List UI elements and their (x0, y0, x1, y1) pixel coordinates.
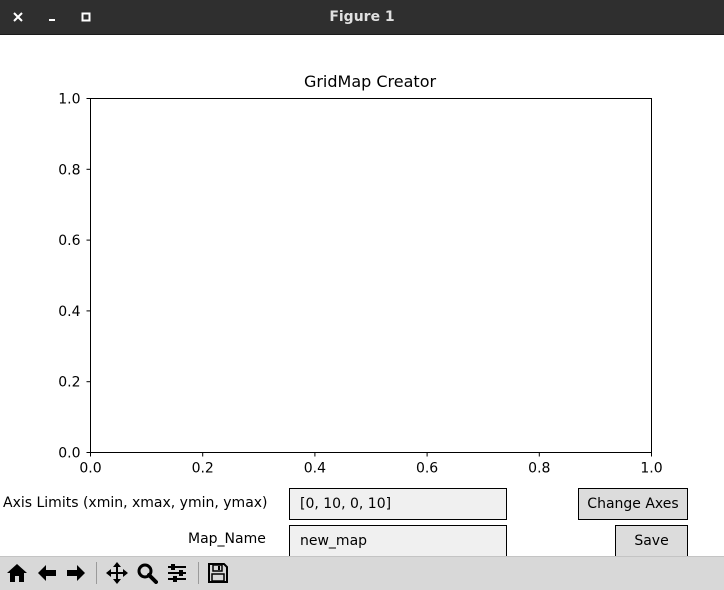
map-name-label: Map_Name (188, 531, 266, 547)
save-button[interactable]: Save (615, 525, 688, 557)
pan-icon[interactable] (104, 560, 130, 586)
navigation-toolbar (0, 556, 724, 590)
toolbar-separator (96, 562, 97, 584)
zoom-icon[interactable] (134, 560, 160, 586)
figure-canvas[interactable]: GridMap Creator 0.0 0.2 0.4 0.6 0.8 1.0 0.0 0.… (0, 35, 724, 557)
window-title: Figure 1 (329, 9, 395, 25)
save-icon[interactable] (205, 560, 231, 586)
change-axes-button[interactable]: Change Axes (578, 488, 688, 520)
map-name-input[interactable]: new_map (289, 525, 507, 557)
x-tick-label: 0.8 (528, 461, 550, 477)
x-tick-label: 1.0 (640, 461, 662, 477)
plot-area[interactable] (90, 98, 652, 453)
window-titlebar: Figure 1 (0, 0, 724, 35)
back-icon[interactable] (34, 560, 60, 586)
forward-icon[interactable] (63, 560, 89, 586)
minimize-icon[interactable] (42, 7, 62, 27)
close-icon[interactable] (8, 7, 28, 27)
maximize-icon[interactable] (76, 7, 96, 27)
configure-subplots-icon[interactable] (164, 560, 190, 586)
y-tick-label: 0.0 (58, 446, 80, 462)
axis-limits-label: Axis Limits (xmin, xmax, ymin, ymax) (3, 495, 268, 511)
x-tick-label: 0.6 (416, 461, 438, 477)
x-tick-label: 0.2 (192, 461, 214, 477)
chart-title: GridMap Creator (303, 72, 437, 91)
toolbar-separator (198, 562, 199, 584)
axis-limits-input[interactable]: [0, 10, 0, 10] (289, 488, 507, 520)
y-tick-label: 0.6 (58, 233, 80, 249)
x-tick-label: 0.4 (304, 461, 326, 477)
y-tick-label: 0.2 (58, 375, 80, 391)
x-tick-label: 0.0 (79, 461, 101, 477)
y-tick-label: 1.0 (58, 92, 80, 108)
chart-svg: 0.0 0.2 0.4 0.6 0.8 1.0 0.0 0.2 0.4 0.6 0.8 1.0 (58, 92, 662, 477)
y-tick-label: 0.8 (58, 162, 80, 178)
y-tick-label: 0.4 (58, 304, 80, 320)
home-icon[interactable] (4, 560, 30, 586)
